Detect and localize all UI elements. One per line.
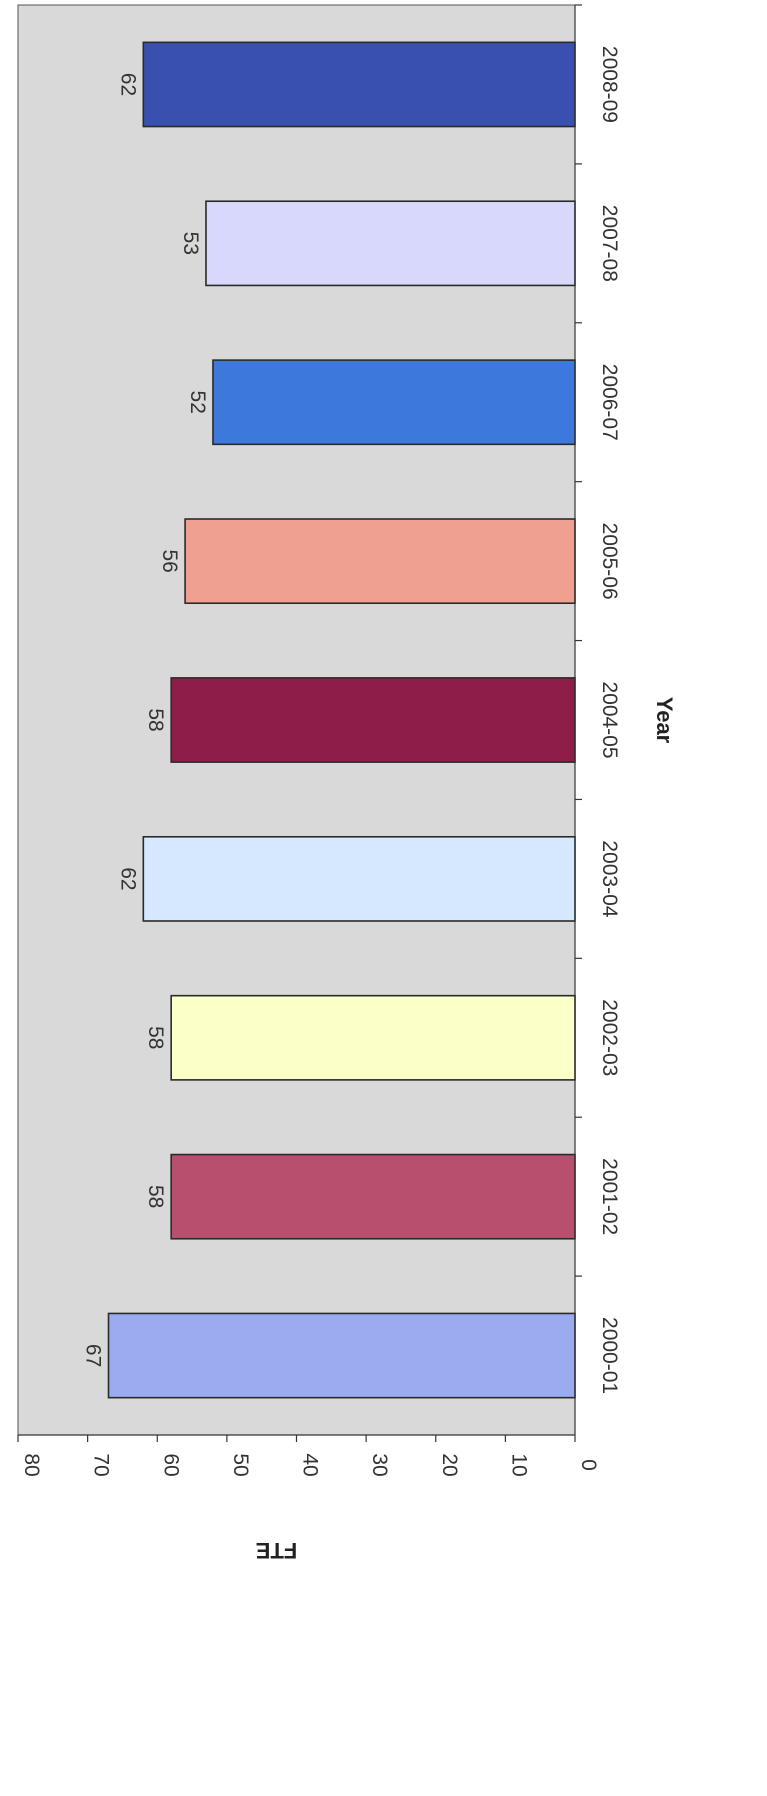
bar-2006-07 (212, 359, 576, 446)
data-label-2003-04: 62 (116, 867, 139, 890)
value-tick-label: 30 (368, 1453, 391, 1476)
data-label-2000-01: 67 (82, 1344, 105, 1367)
data-label-2006-07: 52 (186, 391, 209, 414)
data-labels: 67 58 58 62 58 56 52 53 62 (82, 73, 209, 1367)
y-axis-title: FTE (256, 1538, 298, 1563)
bar-2002-03 (170, 994, 576, 1081)
data-label-2008-09: 62 (116, 73, 139, 96)
category-label-2006-07: 2006-07 (598, 364, 621, 441)
category-label-2007-08: 2007-08 (598, 205, 621, 282)
value-tick-label: 60 (159, 1453, 182, 1476)
bar-2004-05 (170, 677, 576, 763)
bar-2000-01 (107, 1312, 576, 1399)
bar-2001-02 (170, 1153, 576, 1240)
bar-2007-08 (205, 200, 576, 287)
value-tick-label: 20 (438, 1453, 461, 1476)
value-tick-label: 50 (229, 1453, 252, 1476)
category-label-2008-09: 2008-09 (598, 46, 621, 123)
category-label-2005-06: 2005-06 (598, 523, 621, 600)
category-label-2001-02: 2001-02 (598, 1158, 621, 1235)
axis-ticks: 0 10 20 30 40 50 60 70 80 2000-01 2001-02 2002-03 20… (17, 4, 621, 1477)
category-label-2003-04: 2003-04 (598, 840, 621, 917)
data-label-2002-03: 58 (144, 1026, 167, 1049)
category-label-2002-03: 2002-03 (598, 999, 621, 1076)
bar-2003-04 (142, 835, 576, 922)
bar-2008-09 (142, 41, 576, 128)
x-axis-title: Year (652, 697, 677, 744)
value-tick-label: 0 (577, 1459, 600, 1471)
data-label-2007-08: 53 (179, 232, 202, 255)
bars (107, 41, 576, 1399)
value-tick-label: 70 (90, 1453, 113, 1476)
value-tick-label: 80 (20, 1453, 43, 1476)
data-label-2004-05: 58 (144, 708, 167, 731)
category-label-2004-05: 2004-05 (598, 681, 621, 758)
value-tick-label: 40 (299, 1453, 322, 1476)
axis-titles: Year FTE (256, 697, 677, 1563)
data-label-2001-02: 58 (144, 1185, 167, 1208)
bar-2005-06 (184, 518, 576, 605)
data-label-2005-06: 56 (158, 549, 181, 572)
value-tick-label: 10 (507, 1453, 530, 1476)
category-label-2000-01: 2000-01 (598, 1317, 621, 1394)
